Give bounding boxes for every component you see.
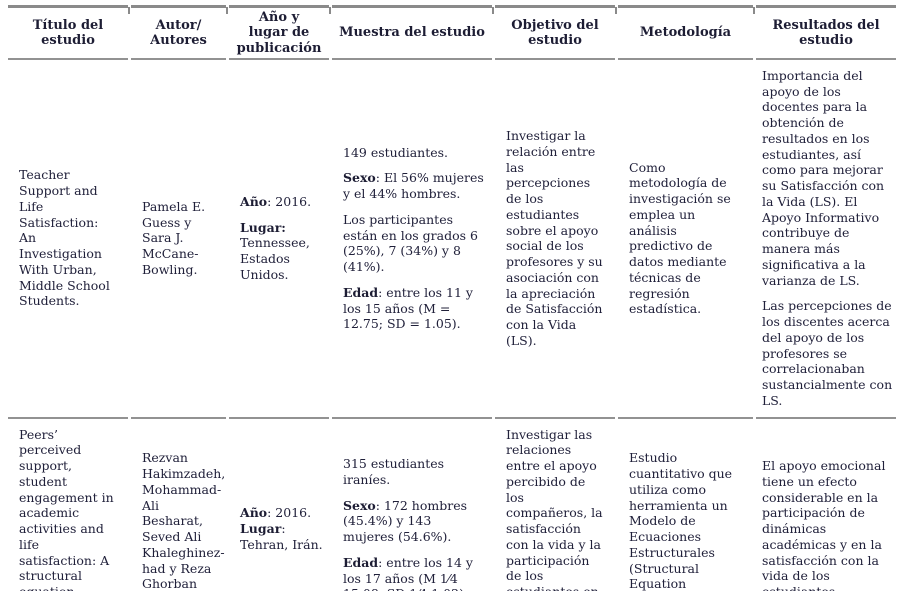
cell-study1-sample: 149 estudiantes. Sexo: El 56% mujeres y e… (332, 60, 492, 419)
table-header-row: Título del estudio Autor/Autores Año y lug… (8, 5, 896, 60)
column-header-muestra: Muestra del estudio (329, 5, 492, 60)
column-header-metodologia: Metodología (615, 5, 753, 60)
cell-study1-authors: Pamela E. Guess y Sara J. McCane-Bowling… (131, 60, 226, 419)
cell-study1-methodology: Como metodología de investigación se emp… (618, 60, 753, 419)
cell-study1-results: Importancia del apoyo de los docentes pa… (756, 60, 896, 419)
cell-study2-title: Peers’ perceived support, student engage… (8, 419, 128, 591)
column-header-resultados: Resultados del estudio (753, 5, 896, 60)
cell-study1-title: Teacher Support and Life Satisfaction: A… (8, 60, 128, 419)
cell-study1-objective: Investigar la relación entre las percepc… (495, 60, 615, 419)
studies-comparison-table: Título del estudio Autor/Autores Año y lug… (5, 5, 899, 591)
cell-study2-authors: Rezvan Hakimzadeh, Mohammad-Ali Besharat… (131, 419, 226, 591)
cell-study2-methodology: Estudio cuantitativo que utiliza como he… (618, 419, 753, 591)
column-header-anio-lugar: Año y lugar de publicación (226, 5, 329, 60)
column-header-titulo: Título del estudio (8, 5, 128, 60)
table-row-study-1: Teacher Support and Life Satisfaction: A… (8, 60, 896, 419)
table-row-study-2: Peers’ perceived support, student engage… (8, 419, 896, 591)
column-header-autores: Autor/Autores (128, 5, 226, 60)
column-header-objetivo: Objetivo del estudio (492, 5, 615, 60)
cell-study2-results: El apoyo emocional tiene un efecto consi… (756, 419, 896, 591)
cell-study2-sample: 315 estudiantes iraníes. Sexo: 172 hombre… (332, 419, 492, 591)
cell-study2-objective: Investigar las relaciones entre el apoyo… (495, 419, 615, 591)
cell-study2-year-place: Año: 2016. Lugar: Tehran, Irán. (229, 419, 329, 591)
cell-study1-year-place: Año: 2016. Lugar: Tennessee, Estados Unid… (229, 60, 329, 419)
